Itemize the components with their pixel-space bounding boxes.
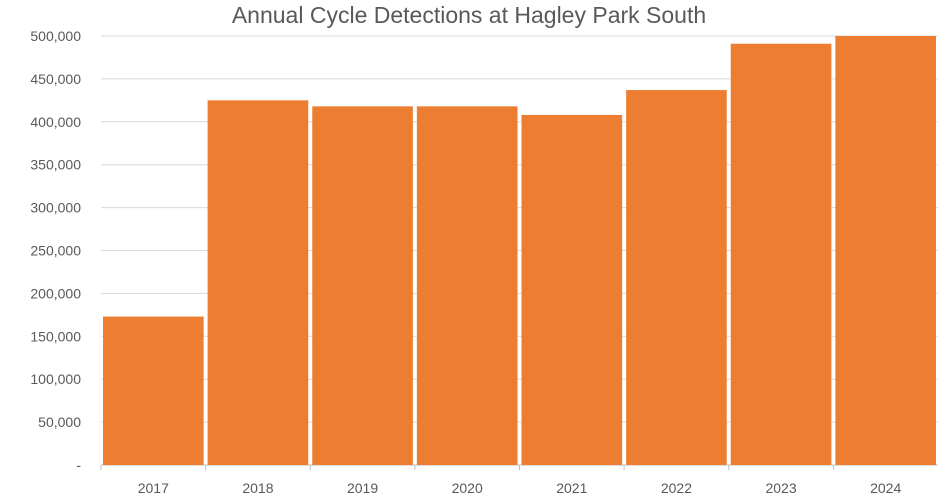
y-tick-label: 200,000	[30, 285, 81, 301]
x-tick-label: 2023	[765, 480, 796, 496]
y-tick-label: 250,000	[30, 243, 81, 259]
y-tick-label: 300,000	[30, 200, 81, 216]
bar-2023	[730, 43, 832, 466]
y-tick-label: 500,000	[30, 28, 81, 44]
x-tick-label: 2020	[452, 480, 483, 496]
y-tick-label: 350,000	[30, 157, 81, 173]
chart-title: Annual Cycle Detections at Hagley Park S…	[231, 2, 707, 28]
y-tick-label: 150,000	[30, 328, 81, 344]
y-tick-label: 450,000	[30, 71, 81, 87]
x-tick-label: 2024	[870, 480, 901, 496]
x-tick-label: 2018	[242, 480, 273, 496]
y-tick-label: -	[76, 457, 81, 473]
x-tick-label: 2017	[138, 480, 169, 496]
bar-2020	[416, 106, 518, 465]
x-tick-label: 2019	[347, 480, 378, 496]
x-tick-label: 2021	[556, 480, 587, 496]
bar-2019	[312, 106, 413, 465]
bar-2017	[103, 316, 204, 465]
y-tick-label: 100,000	[30, 371, 81, 387]
bar-2018	[207, 100, 309, 465]
x-tick-label: 2022	[661, 480, 692, 496]
bar-2021	[521, 114, 623, 465]
y-tick-label: 50,000	[38, 414, 81, 430]
bar-2022	[626, 90, 727, 465]
bar-2024	[835, 36, 936, 465]
y-tick-label: 400,000	[30, 114, 81, 130]
